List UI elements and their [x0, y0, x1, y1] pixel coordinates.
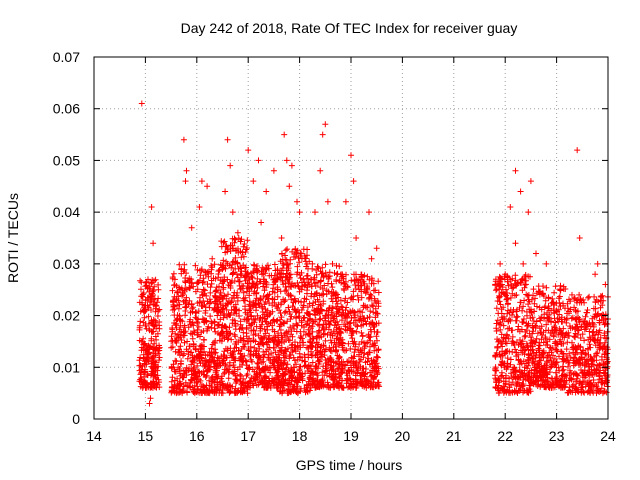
roti-plus-markers	[136, 100, 611, 407]
tick-marks	[93, 56, 609, 420]
x-tick-label: 14	[86, 428, 102, 444]
y-tick-label: 0.04	[53, 204, 80, 220]
y-tick-label: 0.07	[53, 49, 80, 65]
x-tick-label: 15	[138, 428, 154, 444]
x-tick-label: 19	[343, 428, 359, 444]
chart-title: Day 242 of 2018, Rate Of TEC Index for r…	[181, 20, 518, 36]
x-tick-label: 21	[446, 428, 462, 444]
y-tick-label: 0	[72, 411, 80, 427]
x-tick-labels: 14 15 16 17 18 19 20 21 22 23 24	[86, 428, 616, 444]
y-tick-label: 0.05	[53, 152, 80, 168]
x-tick-label: 22	[497, 428, 513, 444]
x-tick-label: 16	[189, 428, 205, 444]
x-tick-label: 18	[292, 428, 308, 444]
y-tick-labels: 0 0.01 0.02 0.03 0.04 0.05 0.06 0.07	[53, 49, 80, 427]
data-points	[136, 100, 611, 407]
x-tick-label: 17	[240, 428, 256, 444]
y-tick-label: 0.03	[53, 256, 80, 272]
y-tick-label: 0.02	[53, 308, 80, 324]
x-tick-label: 23	[549, 428, 565, 444]
x-tick-label: 24	[600, 428, 616, 444]
y-tick-label: 0.01	[53, 359, 80, 375]
x-axis-label: GPS time / hours	[296, 457, 403, 473]
y-tick-label: 0.06	[53, 101, 80, 117]
y-axis-label: ROTI / TECUs	[5, 193, 21, 283]
x-tick-label: 20	[395, 428, 411, 444]
